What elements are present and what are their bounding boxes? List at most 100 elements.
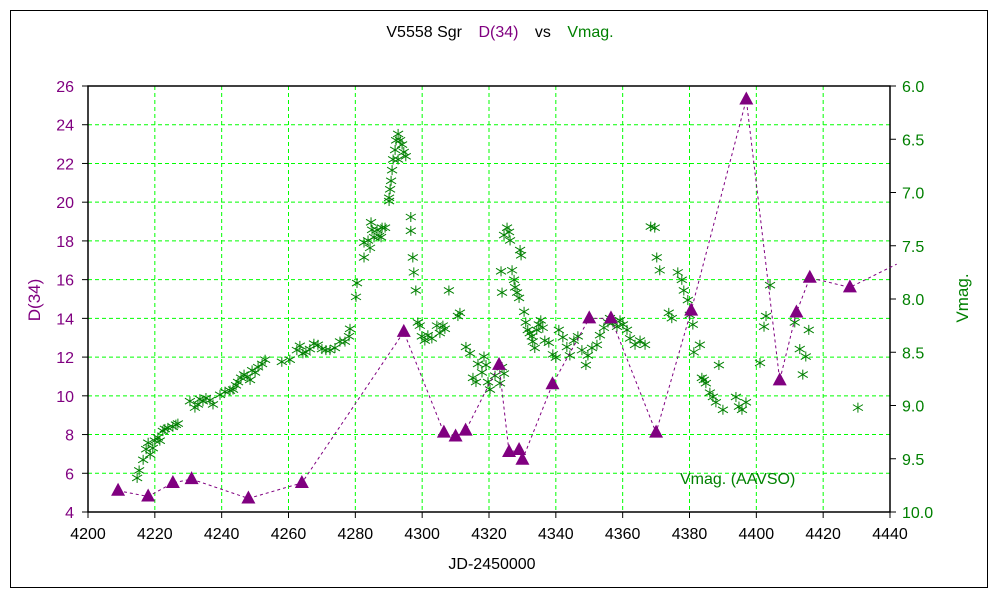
vmag-point xyxy=(396,139,408,150)
vmag-point xyxy=(358,252,370,263)
vmag-point xyxy=(508,274,520,285)
vmag-point xyxy=(142,437,154,448)
vmag-point xyxy=(478,351,490,362)
d34-point xyxy=(184,471,199,485)
left-tick-label: 24 xyxy=(56,118,74,135)
vmag-point xyxy=(687,319,699,330)
vmag-point xyxy=(537,322,549,333)
right-tick-label: 7.0 xyxy=(902,186,924,203)
d34-point xyxy=(502,443,517,457)
vmag-point xyxy=(334,336,346,347)
left-tick-label: 4 xyxy=(65,505,74,522)
vmag-point xyxy=(514,245,526,256)
d34-point xyxy=(492,356,507,370)
vmag-point xyxy=(350,291,362,302)
vmag-point xyxy=(634,335,646,346)
vmag-point xyxy=(389,144,401,155)
vmag-point xyxy=(561,341,573,352)
x-tick-label: 4400 xyxy=(739,526,775,543)
vmag-point xyxy=(464,348,476,359)
vmag-point xyxy=(494,378,506,389)
vmag-point xyxy=(504,235,516,246)
x-tick-label: 4440 xyxy=(872,526,908,543)
vmag-point xyxy=(414,320,426,331)
vmag-point xyxy=(284,354,296,365)
x-tick-label: 4300 xyxy=(404,526,440,543)
vmag-point xyxy=(392,154,404,165)
vmag-point xyxy=(385,175,397,186)
right-tick-label: 7.5 xyxy=(902,239,924,256)
x-tick-label: 4240 xyxy=(204,526,240,543)
vmag-point xyxy=(408,267,420,278)
left-tick-label: 14 xyxy=(56,311,74,328)
vmag-point xyxy=(568,335,580,346)
d34-point xyxy=(165,474,180,488)
vmag-point xyxy=(460,341,472,352)
d34-point xyxy=(241,490,256,504)
vmag-point xyxy=(384,184,396,195)
vmag-point xyxy=(454,307,466,318)
title-right-series: Vmag. xyxy=(567,24,614,41)
vmag-point xyxy=(392,128,404,139)
vmag-point xyxy=(276,356,288,367)
vmag-point xyxy=(629,339,641,350)
vmag-point xyxy=(515,250,527,261)
d34-point xyxy=(802,269,817,283)
vmag-point xyxy=(470,377,482,388)
vmag-point xyxy=(754,357,766,368)
vmag-point xyxy=(639,339,651,350)
vmag-point xyxy=(672,267,684,278)
vmag-point xyxy=(651,252,663,263)
vmag-point xyxy=(550,352,562,363)
vmag-point xyxy=(358,237,370,248)
x-tick-label: 4380 xyxy=(672,526,708,543)
d34-point xyxy=(396,323,411,337)
vmag-point xyxy=(320,345,332,356)
vmag-point xyxy=(527,336,539,347)
plot-area-border xyxy=(87,85,891,513)
d34-point xyxy=(649,424,664,438)
d34-point xyxy=(582,310,597,324)
vmag-point xyxy=(476,367,488,378)
vmag-point xyxy=(800,351,812,362)
x-tick-label: 4200 xyxy=(70,526,106,543)
vmag-point xyxy=(252,362,264,373)
vmag-point xyxy=(529,342,541,353)
vmag-point xyxy=(172,418,184,429)
left-tick-label: 10 xyxy=(56,389,74,406)
vmag-point xyxy=(495,266,507,277)
vmag-point xyxy=(364,242,376,253)
vmag-point xyxy=(375,232,387,243)
vmag-point xyxy=(184,396,196,407)
y-axis-label-left: D(34) xyxy=(25,279,44,322)
right-tick-label: 6.0 xyxy=(902,79,924,96)
vmag-point xyxy=(586,342,598,353)
d34-line xyxy=(117,99,897,499)
d34-point xyxy=(512,442,527,456)
vmag-point xyxy=(535,315,547,326)
vmag-point xyxy=(496,287,508,298)
left-tick-label: 12 xyxy=(56,350,74,367)
vmag-point xyxy=(654,265,666,276)
right-tick-label: 9.0 xyxy=(902,399,924,416)
left-tick-label: 20 xyxy=(56,195,74,212)
left-tick-label: 22 xyxy=(56,156,74,173)
vmag-point xyxy=(259,354,271,365)
left-tick-label: 26 xyxy=(56,79,74,96)
vmag-point xyxy=(678,285,690,296)
vmag-point xyxy=(582,350,594,361)
vmag-point xyxy=(506,265,518,276)
vmag-point xyxy=(736,404,748,415)
vmag-point xyxy=(379,222,391,233)
legend-label: Vmag. (AAVSO) xyxy=(680,471,795,488)
title-left-series: D(34) xyxy=(478,24,519,41)
x-tick-label: 4320 xyxy=(471,526,507,543)
vmag-point xyxy=(713,360,725,371)
vmag-point xyxy=(439,323,451,334)
d34-point xyxy=(684,302,699,316)
chart-frame xyxy=(10,10,988,588)
right-tick-label: 10.0 xyxy=(902,505,933,522)
vmag-point xyxy=(131,472,143,483)
d34-point xyxy=(141,488,156,502)
vmag-point xyxy=(594,330,606,341)
